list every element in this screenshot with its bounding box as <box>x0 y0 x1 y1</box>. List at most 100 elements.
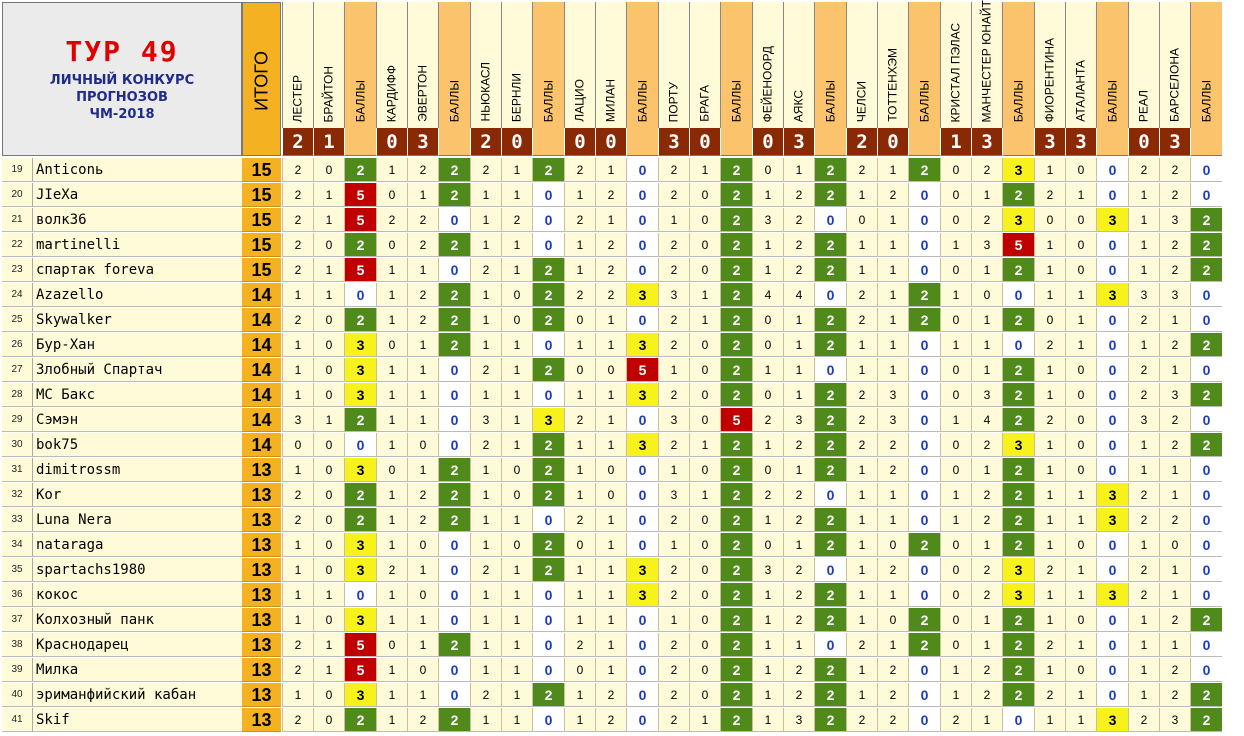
predicted-home-goals: 2 <box>846 308 877 332</box>
participant-name: МС Бакс <box>33 383 242 407</box>
prediction-points: 2 <box>720 333 752 357</box>
predicted-home-goals: 1 <box>470 583 501 607</box>
result-away-goals: 3 <box>783 128 814 156</box>
predicted-home-goals: 1 <box>1034 358 1065 382</box>
team-away-header: МАНЧЕСТЕР ЮНАЙТЕД <box>971 0 1002 128</box>
predicted-away-goals: 2 <box>1159 408 1190 432</box>
prediction-points: 2 <box>532 358 564 382</box>
contest-subtitle: ЛИЧНЫЙ КОНКУРС ПРОГНОЗОВ ЧМ-2018 <box>50 72 194 123</box>
predicted-away-goals: 4 <box>783 283 814 307</box>
prediction-points: 2 <box>344 483 376 507</box>
predicted-home-goals: 0 <box>940 308 971 332</box>
prediction-points: 0 <box>908 333 940 357</box>
table-row: 40 эриманфийский кабан 13 1 0 3 1 1 0 2 1 2 1 2 0 2 0 2 1 2… <box>0 683 1244 708</box>
result-points-spacer <box>908 128 940 156</box>
predicted-home-goals: 1 <box>470 283 501 307</box>
predicted-home-goals: 2 <box>658 683 689 707</box>
predicted-away-goals: 1 <box>501 633 532 657</box>
points-header: БАЛЛЫ <box>532 2 564 128</box>
prediction-points: 2 <box>438 458 470 482</box>
predicted-home-goals: 1 <box>564 233 595 257</box>
table-row: 27 Злобный Спартач 14 1 0 3 1 1 0 2 1 2 0 0 5 1 0 2 1 1 0 1 1 0… <box>0 358 1244 383</box>
prediction-points: 2 <box>720 583 752 607</box>
predicted-home-goals: 1 <box>470 458 501 482</box>
predicted-home-goals: 1 <box>940 483 971 507</box>
predicted-away-goals: 1 <box>501 608 532 632</box>
points-header-label: БАЛЛЫ <box>1199 79 1213 122</box>
predicted-home-goals: 1 <box>470 233 501 257</box>
prediction-points: 2 <box>720 683 752 707</box>
participant-total: 13 <box>242 533 281 557</box>
predicted-away-goals: 2 <box>1159 333 1190 357</box>
prediction-points: 2 <box>532 533 564 557</box>
prediction-points: 0 <box>626 308 658 332</box>
participant-total: 14 <box>242 283 281 307</box>
prediction-points: 2 <box>1190 608 1222 632</box>
prediction-points: 2 <box>720 283 752 307</box>
predicted-away-goals: 1 <box>501 558 532 582</box>
predicted-home-goals: 1 <box>376 708 407 732</box>
predicted-home-goals: 1 <box>470 708 501 732</box>
predicted-away-goals: 1 <box>595 508 626 532</box>
predicted-home-goals: 2 <box>376 558 407 582</box>
prediction-points: 0 <box>438 558 470 582</box>
predicted-home-goals: 2 <box>282 233 313 257</box>
tour-title: ТУР 49 <box>65 35 179 68</box>
predicted-away-goals: 0 <box>689 558 720 582</box>
predicted-away-goals: 0 <box>689 208 720 232</box>
participant-name: кокос <box>33 583 242 607</box>
predicted-home-goals: 2 <box>376 208 407 232</box>
predicted-home-goals: 2 <box>282 658 313 682</box>
predicted-away-goals: 1 <box>595 558 626 582</box>
prediction-points: 0 <box>532 183 564 207</box>
table-row: 20 JIeXa 15 2 1 5 0 1 2 1 1 0 1 2 0 2 0 2 1 2 2 1 2 0 0 1 2 2 1 0 1 2 0 <box>0 183 1244 208</box>
team-away-header: БРАГА <box>689 2 720 128</box>
predicted-away-goals: 1 <box>783 308 814 332</box>
prediction-points: 2 <box>1002 458 1034 482</box>
predicted-away-goals: 1 <box>971 458 1002 482</box>
predicted-away-goals: 2 <box>877 708 908 732</box>
predicted-away-goals: 2 <box>783 433 814 457</box>
predicted-away-goals: 1 <box>407 408 438 432</box>
predicted-home-goals: 2 <box>846 433 877 457</box>
participant-name: Skywalker <box>33 308 242 332</box>
participant-name: Милка <box>33 658 242 682</box>
table-row: 22 martinelli 15 2 0 2 0 2 2 1 1 0 1 2 0 2 0 2 1 2 2 1 1 0 1 3 5 1 0… <box>0 233 1244 258</box>
prediction-points: 0 <box>532 633 564 657</box>
predicted-home-goals: 2 <box>470 433 501 457</box>
predicted-away-goals: 1 <box>407 183 438 207</box>
predicted-away-goals: 1 <box>501 233 532 257</box>
points-header: БАЛЛЫ <box>720 2 752 128</box>
participant-total: 13 <box>242 608 281 632</box>
subtitle-line-1: ЛИЧНЫЙ КОНКУРС <box>49 73 195 88</box>
predicted-away-goals: 2 <box>1159 433 1190 457</box>
result-points-spacer <box>626 128 658 156</box>
predicted-away-goals: 0 <box>501 458 532 482</box>
predicted-home-goals: 1 <box>376 508 407 532</box>
predicted-away-goals: 3 <box>1159 383 1190 407</box>
predicted-home-goals: 1 <box>376 283 407 307</box>
prediction-points: 0 <box>1096 408 1128 432</box>
predicted-away-goals: 2 <box>595 183 626 207</box>
prediction-points: 2 <box>814 183 846 207</box>
predicted-home-goals: 1 <box>1034 283 1065 307</box>
row-number: 27 <box>2 358 33 382</box>
prediction-points: 5 <box>344 183 376 207</box>
predicted-home-goals: 1 <box>564 383 595 407</box>
predicted-away-goals: 1 <box>689 308 720 332</box>
predicted-away-goals: 1 <box>1159 483 1190 507</box>
predicted-away-goals: 1 <box>313 183 344 207</box>
predicted-home-goals: 1 <box>752 508 783 532</box>
prediction-points: 2 <box>720 308 752 332</box>
predicted-home-goals: 1 <box>564 458 595 482</box>
predicted-away-goals: 0 <box>689 608 720 632</box>
prediction-points: 2 <box>720 433 752 457</box>
predicted-home-goals: 1 <box>564 258 595 282</box>
predicted-away-goals: 2 <box>971 558 1002 582</box>
predicted-away-goals: 2 <box>407 208 438 232</box>
prediction-points: 0 <box>1190 483 1222 507</box>
predicted-home-goals: 2 <box>846 708 877 732</box>
prediction-points: 0 <box>1190 658 1222 682</box>
team-away-header-label: АЯКС <box>791 89 806 122</box>
predicted-home-goals: 2 <box>564 283 595 307</box>
